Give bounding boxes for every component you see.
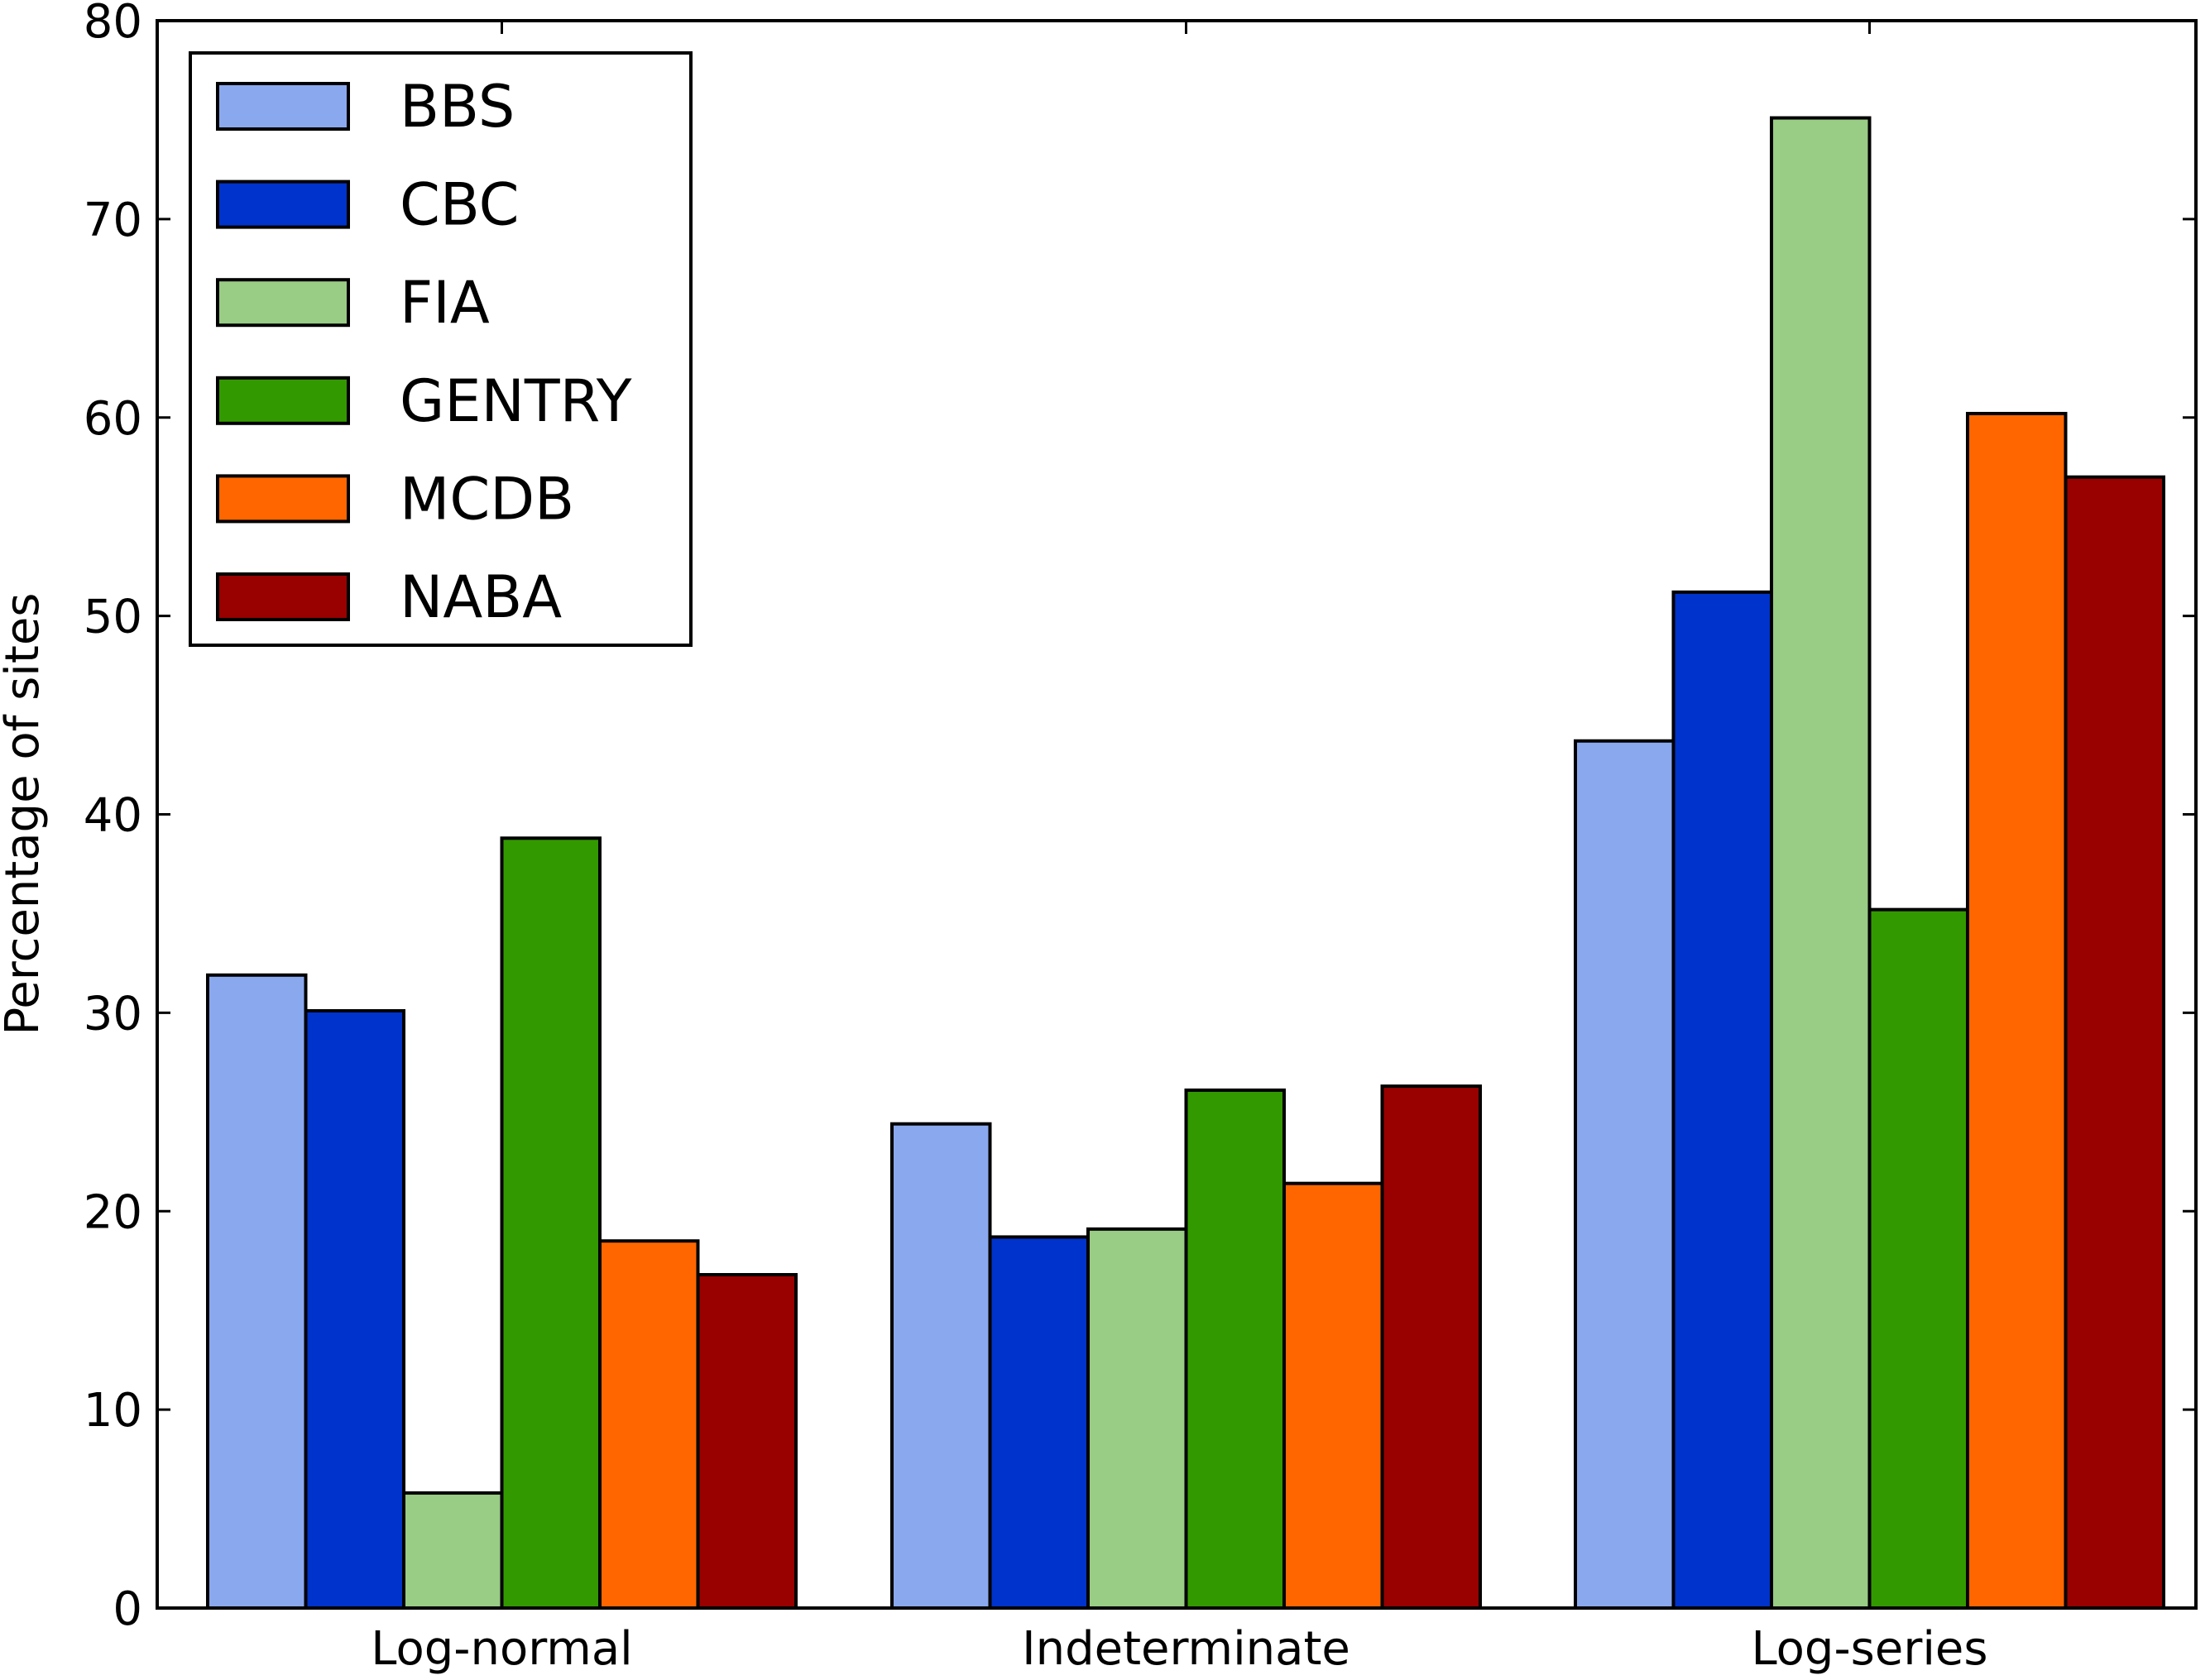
legend-label-fia: FIA	[400, 269, 490, 337]
legend-swatch-naba	[216, 572, 350, 621]
bar-bbs-indeterminate	[890, 1122, 992, 1610]
y-tick-label: 80	[84, 0, 142, 49]
bar-naba-log-series	[2064, 475, 2165, 1610]
y-tick-label: 50	[84, 591, 142, 644]
x-category-label: Indeterminate	[1022, 1622, 1350, 1676]
bar-naba-log-normal	[696, 1273, 798, 1610]
bars	[206, 116, 2165, 1611]
x-category-label: Log-normal	[371, 1622, 632, 1676]
bar-mcdb-log-normal	[598, 1239, 700, 1610]
bar-gentry-log-series	[1867, 907, 1969, 1610]
bar-mcdb-log-series	[1966, 411, 2068, 1610]
bar-gentry-indeterminate	[1184, 1088, 1286, 1610]
bar-cbc-log-normal	[304, 1008, 405, 1610]
bar-bbs-log-series	[1574, 739, 1675, 1611]
legend-label-mcdb: MCDB	[400, 465, 574, 533]
bar-bbs-log-normal	[206, 973, 308, 1610]
bar-cbc-indeterminate	[988, 1235, 1090, 1610]
legend-box	[189, 51, 693, 647]
legend-label-bbs: BBS	[400, 73, 515, 141]
legend-label-cbc: CBC	[400, 171, 520, 239]
x-axis: Log-normal Indeterminate Log-series	[371, 21, 1988, 1676]
bar-fia-log-series	[1770, 116, 1872, 1611]
legend: BBS CBC FIA GENTRY MCDB NABA	[189, 51, 693, 647]
y-axis: 0 10 20 30 40 50 60 70 80	[84, 0, 2196, 1636]
bar-fia-log-normal	[402, 1491, 504, 1611]
y-tick-label: 60	[84, 392, 142, 446]
legend-swatch-mcdb	[216, 474, 350, 524]
bar-gentry-log-normal	[500, 836, 602, 1610]
y-axis-label: Percentage of sites	[0, 593, 50, 1036]
bar-cbc-log-series	[1671, 590, 1773, 1611]
legend-swatch-fia	[216, 278, 350, 328]
x-category-label: Log-series	[1751, 1622, 1987, 1676]
legend-swatch-gentry	[216, 376, 350, 425]
y-tick-label: 20	[84, 1185, 142, 1239]
y-tick-label: 30	[84, 987, 142, 1041]
bar-naba-indeterminate	[1380, 1084, 1482, 1611]
y-tick-label: 70	[84, 194, 142, 247]
bar-mcdb-indeterminate	[1282, 1181, 1384, 1610]
legend-swatch-bbs	[216, 82, 350, 131]
y-tick-label: 0	[113, 1582, 142, 1636]
bar-fia-indeterminate	[1086, 1227, 1188, 1610]
legend-label-gentry: GENTRY	[400, 367, 632, 435]
legend-label-naba: NABA	[400, 563, 562, 631]
legend-swatch-cbc	[216, 179, 350, 229]
y-tick-label: 10	[84, 1384, 142, 1438]
y-tick-label: 40	[84, 789, 142, 843]
